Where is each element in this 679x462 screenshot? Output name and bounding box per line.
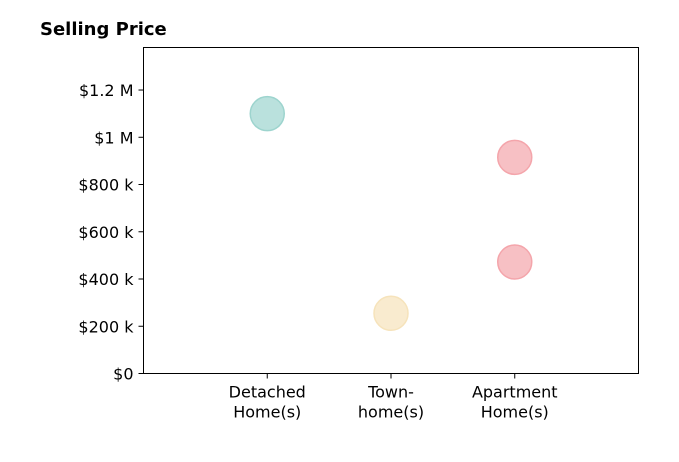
data-point [497, 244, 533, 280]
data-point [249, 95, 285, 132]
data-points [249, 95, 533, 332]
y-tick-label: $1 M [94, 128, 133, 147]
chart-title: Selling Price [40, 19, 167, 40]
x-tick-label: Apartment Home(s) [472, 383, 558, 422]
x-tick-label: Detached Home(s) [229, 383, 306, 422]
y-tick-label: $1.2 M [79, 81, 134, 100]
y-axis: $0 $200 k $400 k $600 k $800 k $1 M $1.2 M [78, 81, 144, 384]
data-point [497, 139, 533, 176]
y-tick-label: $400 k [78, 270, 134, 289]
x-tick-label-line: home(s) [358, 403, 424, 422]
x-tick-label-line: Home(s) [481, 403, 549, 422]
x-tick-label-line: Detached [229, 383, 306, 402]
x-axis: Detached Home(s)Town-home(s)Apartment Home… [229, 373, 558, 422]
x-tick-label-line: Town- [367, 383, 414, 402]
y-tick-label: $600 k [78, 223, 134, 242]
y-tick-label: $200 k [78, 317, 134, 336]
x-tick-label-line: Apartment [472, 383, 558, 402]
x-tick-label: Town-home(s) [358, 383, 424, 422]
x-tick-label-line: Home(s) [233, 403, 301, 422]
y-tick-label: $800 k [78, 176, 134, 195]
data-point [373, 295, 409, 332]
y-tick-label: $0 [113, 365, 133, 384]
